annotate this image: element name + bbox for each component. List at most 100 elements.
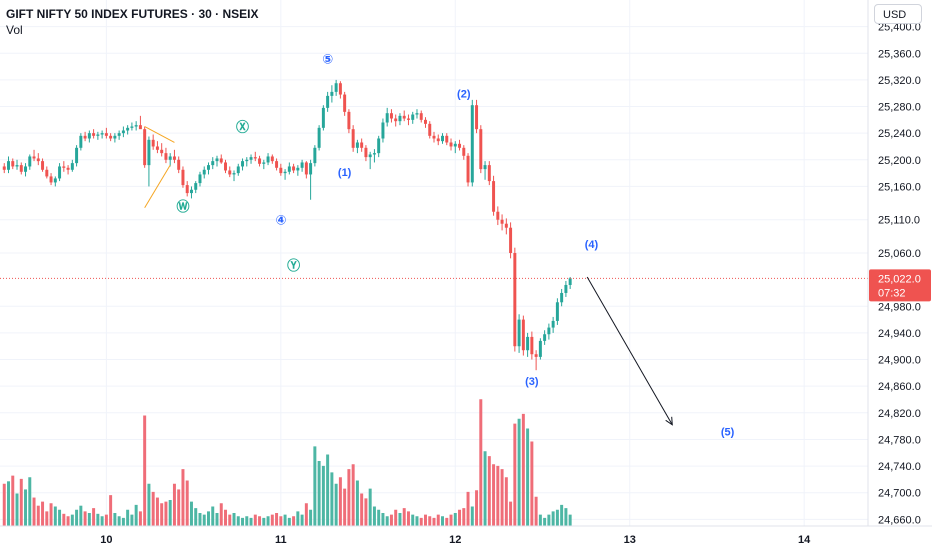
- candle-body: [543, 334, 547, 341]
- candle-body: [300, 162, 304, 168]
- wave-label[interactable]: Ⓧ: [236, 119, 249, 134]
- volume-bar: [555, 509, 559, 526]
- candle-body: [96, 134, 100, 136]
- candle-body: [126, 127, 130, 131]
- trendline[interactable]: [144, 126, 175, 143]
- volume-bar: [19, 478, 23, 526]
- volume-bar: [198, 513, 202, 526]
- wave-label[interactable]: ④: [275, 212, 286, 227]
- volume-bar: [164, 501, 168, 526]
- candle-body: [134, 125, 138, 127]
- candle-body: [351, 129, 355, 148]
- price-tick-label: 25,240.0: [878, 128, 921, 140]
- candle-body: [428, 123, 432, 136]
- candle-body: [249, 157, 253, 160]
- candle-body: [75, 147, 79, 164]
- time-axis[interactable]: 10 11 12 13 14: [100, 534, 811, 546]
- candle-body: [377, 138, 381, 154]
- volume-bar: [155, 497, 159, 526]
- candle-body: [313, 147, 317, 164]
- volume-bar: [96, 513, 100, 526]
- volume-bar: [389, 514, 393, 526]
- volume-bar: [70, 514, 74, 526]
- candle-body: [109, 135, 113, 139]
- price-tick-label: 25,360.0: [878, 48, 921, 60]
- volume-bar: [92, 508, 96, 526]
- volume-bar: [538, 514, 542, 526]
- volume-bar: [224, 509, 227, 526]
- candle-body: [79, 135, 83, 148]
- candle-body: [168, 156, 172, 160]
- trendline[interactable]: [144, 164, 171, 208]
- candle-body: [117, 133, 121, 136]
- symbol-title[interactable]: GIFT NIFTY 50 INDEX FUTURES · 30 · NSEIX: [6, 7, 259, 21]
- candle-body: [415, 113, 419, 115]
- candle-body: [458, 143, 462, 148]
- candle-body: [483, 165, 487, 170]
- currency-button[interactable]: USD: [874, 4, 922, 24]
- candle-body: [49, 176, 53, 183]
- candle-body: [360, 142, 364, 148]
- volume-bar: [436, 514, 440, 526]
- candle-body: [338, 83, 342, 95]
- volume-bar: [534, 496, 538, 526]
- wave-label[interactable]: (5): [721, 427, 735, 439]
- price-tick-label: 24,780.0: [878, 434, 921, 446]
- volume-bar: [364, 498, 368, 526]
- wave-label[interactable]: Ⓦ: [176, 199, 189, 214]
- candle-body: [470, 105, 474, 183]
- candle-body: [189, 189, 193, 194]
- price-axis[interactable]: 25,400.0 25,360.0 25,320.0 25,280.0 25,240.0…: [878, 22, 921, 527]
- volume-indicator-label[interactable]: Vol: [6, 23, 23, 37]
- price-tick-label: 24,860.0: [878, 381, 921, 393]
- candle-body: [53, 178, 57, 183]
- candle-body: [279, 167, 283, 174]
- volume-bar: [117, 516, 121, 526]
- volume-bar: [75, 509, 79, 526]
- candle-body: [92, 133, 96, 136]
- candle-body: [100, 133, 104, 135]
- candle-body: [492, 181, 496, 212]
- candle-body: [104, 133, 108, 136]
- candle-body: [45, 169, 49, 177]
- volume-bar: [287, 517, 291, 526]
- wave-label[interactable]: Ⓨ: [287, 258, 300, 273]
- candle-body: [241, 161, 245, 167]
- volume-bar: [109, 495, 113, 526]
- candle-body: [564, 284, 568, 293]
- volume-bar: [181, 469, 185, 526]
- volume-bar: [309, 509, 313, 526]
- candle-body: [555, 302, 559, 321]
- candle-body: [266, 156, 270, 163]
- candle-body: [509, 227, 513, 254]
- volume-bar: [236, 516, 240, 526]
- candle-body: [381, 122, 385, 139]
- candle-body: [224, 162, 227, 171]
- volume-bar: [41, 501, 45, 526]
- candle-body: [364, 147, 368, 158]
- volume-bar: [100, 516, 104, 526]
- volume-bar: [415, 516, 419, 526]
- wave-label[interactable]: (1): [338, 167, 352, 179]
- candle-body: [424, 119, 427, 124]
- volume-bar: [304, 503, 308, 526]
- drawings: [0, 126, 868, 426]
- candle-body: [326, 95, 330, 108]
- wave-labels: Ⓦ Ⓧ Ⓨ ④ ⑤ (1) (2) (3) (4) (5): [176, 51, 734, 438]
- wave-label[interactable]: (2): [457, 88, 471, 100]
- projection-arrow[interactable]: [586, 276, 673, 426]
- wave-label[interactable]: (3): [525, 376, 539, 388]
- candle-body: [62, 166, 66, 168]
- volume-bar: [398, 513, 402, 526]
- candle-body: [245, 159, 249, 162]
- candle-body: [343, 94, 347, 112]
- candle-body: [275, 161, 279, 168]
- volume-bar: [215, 513, 219, 526]
- candle-body: [389, 113, 393, 119]
- volume-bar: [11, 475, 15, 526]
- wave-label[interactable]: (4): [585, 239, 599, 251]
- wave-label[interactable]: ⑤: [322, 51, 333, 66]
- candle-body: [551, 320, 555, 328]
